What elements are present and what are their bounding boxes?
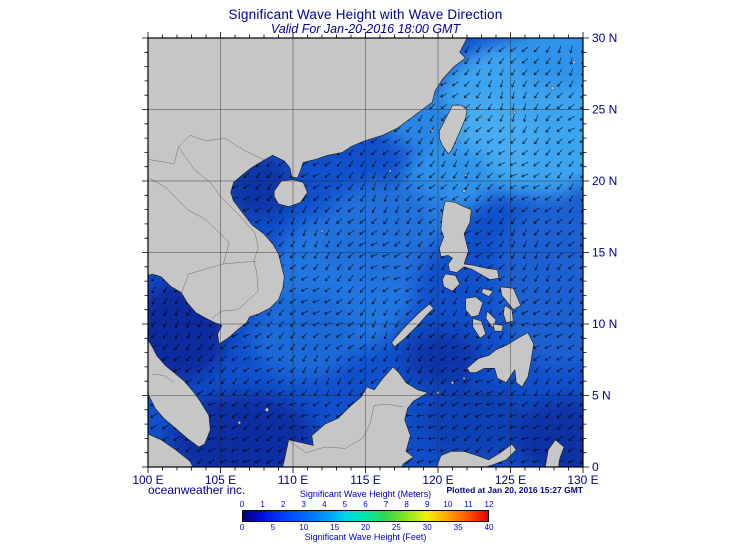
island-green-island bbox=[458, 141, 461, 144]
border-laos-thailand bbox=[149, 177, 230, 264]
wave-region-sulu-sea bbox=[404, 329, 481, 387]
wave-region-se-corner bbox=[513, 398, 583, 467]
colorbar-tick: 3 bbox=[301, 500, 306, 509]
longitude-label: 130 E bbox=[567, 473, 598, 487]
latitude-label: 30 N bbox=[592, 31, 617, 45]
island-sulu-2 bbox=[450, 381, 455, 385]
colorbar-tick: 35 bbox=[453, 523, 463, 532]
island-penghu bbox=[430, 129, 434, 133]
colorbar-gradient bbox=[242, 510, 489, 522]
longitude-label: 115 E bbox=[350, 473, 380, 487]
colorbar-tick: 4 bbox=[322, 500, 327, 509]
colorbar-ticks-feet: 0 5 10 15 20 25 30 35 40 bbox=[239, 523, 494, 532]
latitude-label: 15 N bbox=[592, 246, 617, 260]
colorbar-tick: 0 bbox=[239, 523, 245, 532]
wave-region-scs-ne bbox=[322, 181, 438, 282]
colorbar-tick: 0 bbox=[239, 500, 245, 509]
island-anambas bbox=[237, 421, 241, 425]
wave-region-ne-corner bbox=[510, 38, 583, 89]
colorbar-tick: 30 bbox=[422, 523, 432, 532]
colorbar-tick: 10 bbox=[299, 523, 309, 532]
longitude-label: 105 E bbox=[205, 473, 236, 487]
border-china-laos bbox=[149, 146, 179, 165]
chart-subtitle: Valid For Jan-20-2016 18:00 GMT bbox=[270, 22, 461, 36]
longitude-label: 120 E bbox=[422, 473, 453, 487]
latitude-label: 10 N bbox=[592, 317, 617, 331]
island-pratas bbox=[388, 169, 392, 173]
island-paracel bbox=[320, 229, 324, 233]
colorbar-tick: 25 bbox=[391, 523, 401, 532]
island-amami bbox=[572, 60, 577, 65]
land-sulawesi-north-arm bbox=[436, 443, 517, 467]
colorbar-tick: 12 bbox=[484, 500, 494, 509]
colorbar-tick: 7 bbox=[383, 500, 389, 509]
colorbar-tick: 40 bbox=[484, 523, 494, 532]
graticule bbox=[148, 38, 583, 467]
island-batanes bbox=[464, 173, 467, 177]
land-halmahera bbox=[545, 439, 565, 467]
map-frame bbox=[147, 37, 584, 468]
land-luzon bbox=[439, 200, 500, 280]
land-masbate bbox=[481, 288, 494, 298]
land-hainan bbox=[273, 179, 308, 207]
colorbar-tick: 1 bbox=[260, 500, 265, 509]
colorbar-ticks-meters: 0 1 2 3 4 5 6 7 8 9 10 11 12 bbox=[239, 500, 494, 509]
island-babuyan bbox=[462, 189, 466, 193]
land-mindanao bbox=[466, 332, 534, 388]
land-borneo bbox=[282, 366, 429, 467]
colorbar-tick: 20 bbox=[361, 523, 370, 532]
border-vietnam-laos-cambodia bbox=[178, 146, 259, 319]
credit-text: oceanweather inc. bbox=[148, 483, 246, 497]
chart-title: Significant Wave Height with Wave Direct… bbox=[228, 7, 503, 22]
island-yonaguni bbox=[480, 115, 483, 118]
land-sumatra bbox=[148, 433, 194, 467]
land-palawan bbox=[391, 303, 434, 348]
colorbar-title-feet: Significant Wave Height (Feet) bbox=[304, 532, 427, 542]
colorbar-tick: 5 bbox=[342, 500, 348, 509]
island-sulu-3 bbox=[462, 376, 466, 380]
colorbar-tick: 15 bbox=[330, 523, 340, 532]
border-malaysia-indonesia-borneo bbox=[287, 403, 404, 453]
island-natuna bbox=[264, 407, 269, 412]
plotted-timestamp: Plotted at Jan 20, 2016 15:27 GMT bbox=[446, 485, 583, 495]
border-china-vietnam bbox=[178, 134, 265, 160]
colorbar-tick: 11 bbox=[464, 500, 473, 509]
axis-ticks bbox=[142, 32, 589, 473]
latitude-label: 20 N bbox=[592, 174, 617, 188]
colorbar-tick: 8 bbox=[404, 500, 409, 509]
colorbar-title-meters: Significant Wave Height (Meters) bbox=[299, 489, 432, 499]
land-negros bbox=[472, 318, 487, 339]
axis-labels: 100 E 105 E 110 E 115 E 120 E 125 E 130 E0 5 N 1… bbox=[132, 31, 617, 487]
land-mindoro bbox=[442, 273, 461, 292]
border-malaysia-thailand bbox=[152, 373, 175, 383]
colorbar-tick: 5 bbox=[270, 523, 276, 532]
colorbar-tick: 6 bbox=[363, 500, 368, 509]
longitude-label: 100 E bbox=[132, 473, 163, 487]
colorbar-tick: 9 bbox=[425, 500, 430, 509]
land-malay-peninsula bbox=[148, 339, 211, 448]
border-thailand-cambodia bbox=[181, 260, 257, 295]
island-okinawa bbox=[550, 86, 555, 90]
land-bohol bbox=[492, 323, 504, 332]
longitude-label: 125 E bbox=[495, 473, 526, 487]
longitude-label: 110 E bbox=[278, 473, 308, 487]
latitude-label: 5 N bbox=[592, 389, 611, 403]
colorbar-tick: 10 bbox=[443, 500, 453, 509]
colorbar-tick: 2 bbox=[280, 500, 286, 509]
latitude-label: 0 bbox=[592, 460, 599, 474]
island-miyako bbox=[513, 110, 517, 114]
latitude-label: 25 N bbox=[592, 103, 617, 117]
land-taiwan bbox=[439, 104, 468, 155]
land-panay bbox=[465, 296, 484, 318]
